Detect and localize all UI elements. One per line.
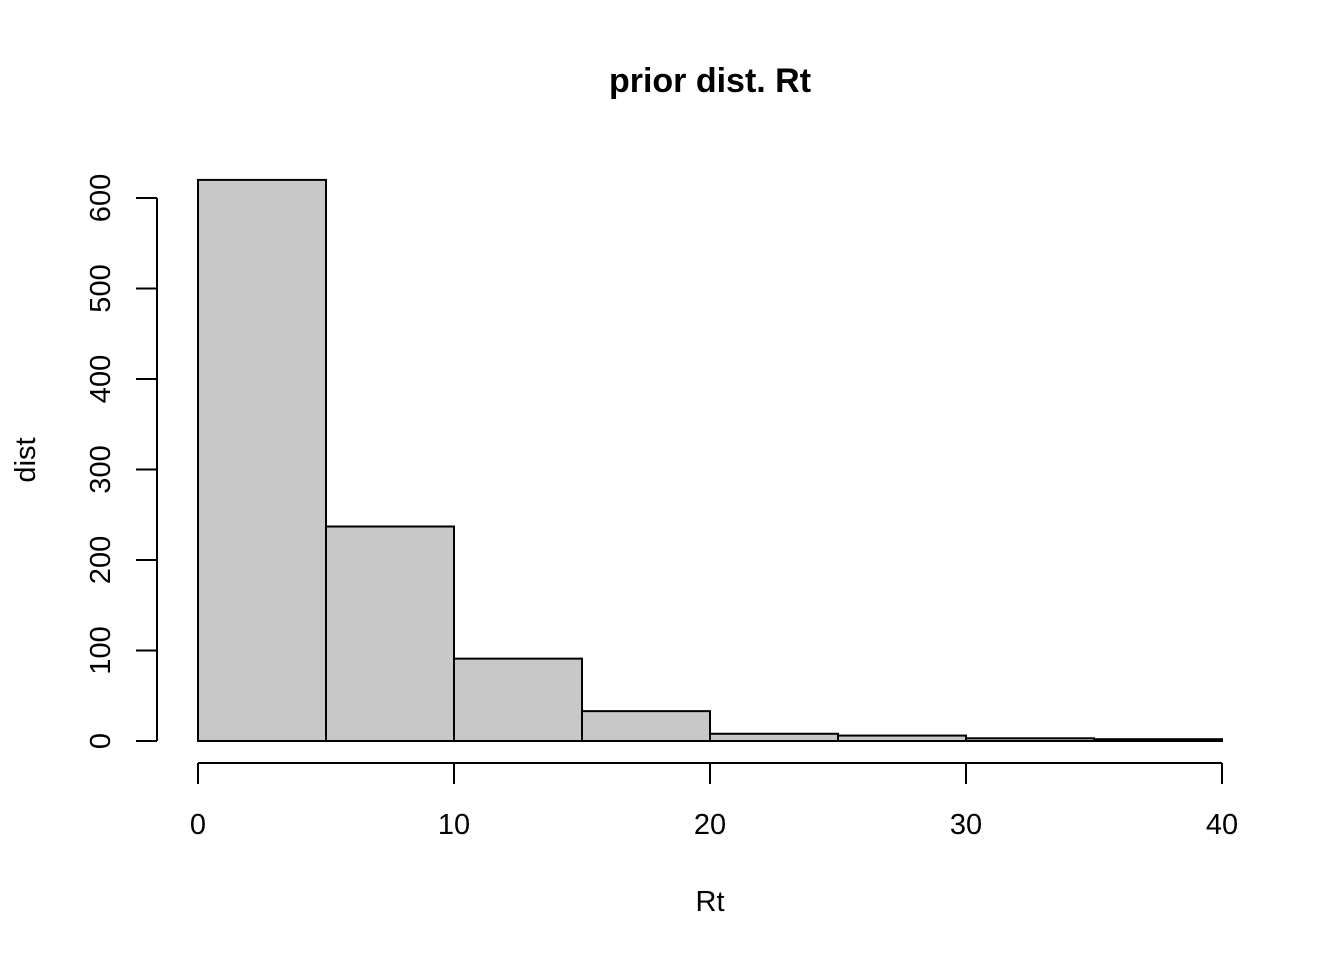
y-tick-label: 400 (85, 355, 117, 403)
y-tick-label: 300 (85, 445, 117, 493)
y-axis-label: dist (10, 437, 42, 482)
histogram-bar (965, 737, 1095, 742)
x-tick-label: 0 (190, 809, 206, 841)
x-axis-label: Rt (696, 886, 725, 918)
histogram-bar (453, 657, 583, 743)
histogram-bar (197, 178, 327, 742)
x-tick-label: 30 (950, 809, 982, 841)
x-tick-label: 20 (694, 809, 726, 841)
y-tick-label: 200 (85, 536, 117, 584)
y-tick-label: 0 (85, 733, 117, 749)
y-axis: 0 100 200 300 400 500 600 (85, 174, 158, 749)
histogram-bar (581, 710, 711, 743)
x-tick-label: 10 (438, 809, 470, 841)
histogram-bar (1093, 738, 1223, 743)
y-tick-label: 600 (85, 174, 117, 222)
bars-group (197, 178, 1223, 743)
chart-title: prior dist. Rt (609, 62, 811, 100)
histogram-bar (837, 734, 967, 743)
histogram-bar (325, 525, 455, 743)
histogram-bar (709, 732, 839, 743)
y-tick-label: 500 (85, 264, 117, 312)
x-tick-label: 40 (1206, 809, 1238, 841)
y-tick-label: 100 (85, 626, 117, 674)
x-axis: 0 10 20 30 40 (190, 762, 1238, 841)
